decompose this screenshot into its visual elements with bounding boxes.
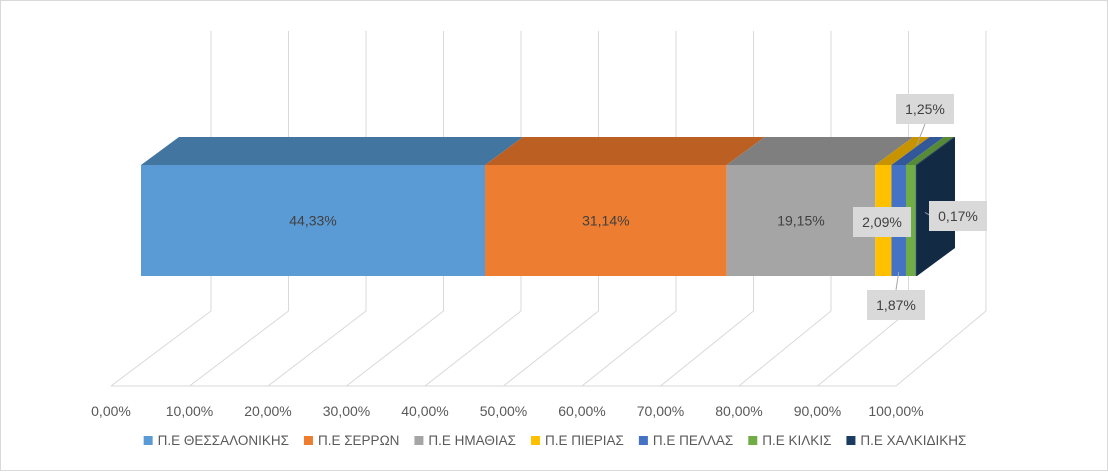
floor-gridline: [424, 310, 522, 387]
floor-gridline: [503, 310, 599, 387]
legend-label: Π.Ε ΗΜΑΘΙΑΣ: [428, 433, 516, 448]
bar-segment: [141, 165, 486, 276]
floor-gridline: [110, 310, 212, 387]
legend-label: Π.Ε ΠΙΕΡΙΑΣ: [545, 433, 624, 448]
x-tick-label: 50,00%: [480, 403, 527, 419]
bar-segment-top: [915, 137, 955, 165]
bar-segment-top: [726, 137, 914, 165]
legend-swatch: [846, 436, 856, 445]
data-label: 19,15%: [777, 213, 824, 229]
bar-segment-top: [905, 137, 954, 165]
legend-label: Π.Ε ΠΕΛΛΑΣ: [653, 433, 733, 448]
legend-label: Π.Ε ΚΙΛΚΙΣ: [762, 433, 831, 448]
legend-swatch: [143, 436, 153, 445]
x-tick-label: 40,00%: [401, 403, 448, 419]
legend-swatch: [638, 436, 648, 445]
legend-swatch: [414, 436, 424, 445]
floor-gridline: [267, 310, 367, 387]
legend-item: Π.Ε ΘΕΣΣΑΛΟΝΙΚΗΣ: [143, 433, 289, 448]
callout-leader: [916, 123, 926, 146]
x-tick-label: 90,00%: [794, 403, 841, 419]
x-tick-label: 100,00%: [868, 403, 923, 419]
x-tick-label: 70,00%: [637, 403, 684, 419]
legend-label: Π.Ε ΧΑΛΚΙΔΙΚΗΣ: [860, 433, 966, 448]
x-tick-label: 0,00%: [91, 403, 131, 419]
data-label: 44,33%: [289, 213, 336, 229]
bar-segments: [141, 137, 955, 276]
callout-box: [853, 207, 911, 237]
floor-gridline: [895, 310, 987, 387]
chart-floor: [110, 310, 987, 387]
bar-segment-top: [875, 137, 930, 165]
x-tick-label: 30,00%: [323, 403, 370, 419]
bar-segment: [726, 165, 876, 276]
legend-swatch: [303, 436, 313, 445]
x-tick-label: 20,00%: [244, 403, 291, 419]
data-labels: 44,33% 31,14% 19,15% 2,09% 1,87% 1,25% 0,17%: [289, 94, 987, 320]
floor-gridline: [346, 310, 444, 387]
legend-item: Π.Ε ΧΑΛΚΙΔΙΚΗΣ: [846, 433, 966, 448]
x-tick-label: 60,00%: [558, 403, 605, 419]
floor-gridline: [738, 310, 832, 387]
data-label: 0,17%: [938, 208, 978, 224]
bar-segment-top: [891, 137, 944, 165]
data-label: 2,09%: [862, 214, 902, 230]
x-tick-label: 10,00%: [166, 403, 213, 419]
callout-box: [867, 290, 925, 320]
callout-box: [896, 94, 954, 124]
bar-segment-top: [485, 137, 765, 165]
bar-segment-top: [141, 137, 524, 165]
legend-item: Π.Ε ΗΜΑΘΙΑΣ: [414, 433, 516, 448]
bar-segment: [915, 165, 917, 276]
data-label: 1,87%: [876, 297, 916, 313]
legend: Π.Ε ΘΕΣΣΑΛΟΝΙΚΗΣ Π.Ε ΣΕΡΡΩΝ Π.Ε ΗΜΑΘΙΑΣ Π.Ε…: [143, 433, 966, 448]
callout-leader: [895, 271, 900, 291]
legend-swatch: [748, 436, 758, 445]
floor-gridline: [189, 310, 289, 387]
legend-item: Π.Ε ΣΕΡΡΩΝ: [303, 433, 399, 448]
data-label: 31,14%: [582, 213, 629, 229]
floor-gridline: [660, 310, 754, 387]
legend-swatch: [531, 436, 541, 445]
floor-gridline: [581, 310, 677, 387]
legend-label: Π.Ε ΘΕΣΣΑΛΟΝΙΚΗΣ: [158, 433, 289, 448]
bar-segment: [485, 165, 727, 276]
legend-item: Π.Ε ΚΙΛΚΙΣ: [748, 433, 831, 448]
legend-item: Π.Ε ΠΕΛΛΑΣ: [638, 433, 733, 448]
x-tick-label: 80,00%: [715, 403, 762, 419]
x-axis-tick-labels: 0,00% 10,00% 20,00% 30,00% 40,00% 50,00% 60,00…: [91, 403, 923, 419]
legend-label: Π.Ε ΣΕΡΡΩΝ: [318, 433, 399, 448]
legend-item: Π.Ε ΠΙΕΡΙΑΣ: [531, 433, 624, 448]
floor-gridline: [817, 310, 909, 387]
callout-box: [929, 201, 987, 231]
data-label: 1,25%: [905, 101, 945, 117]
